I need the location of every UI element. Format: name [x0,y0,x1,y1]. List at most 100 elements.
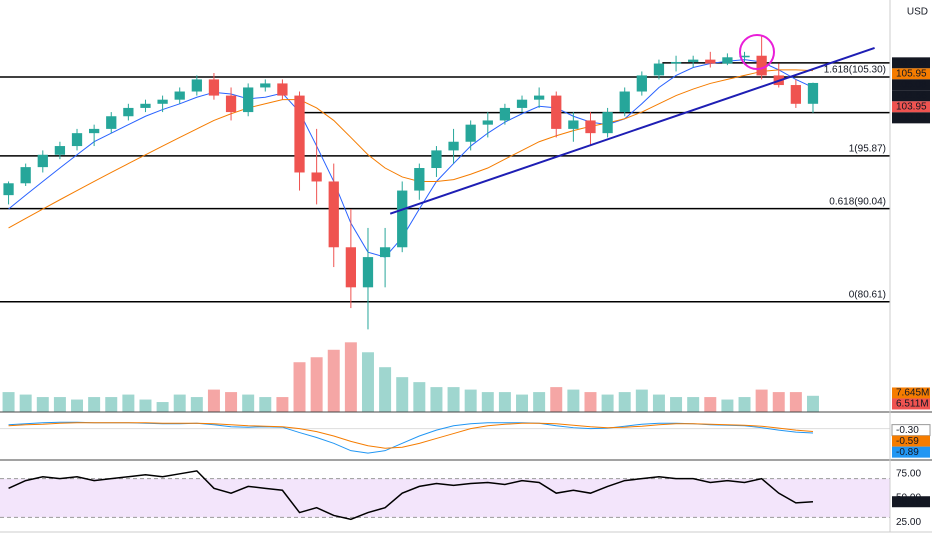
candle-body [174,91,185,100]
volume-bar [447,387,460,412]
price-label-box [892,387,930,399]
candle-body [208,79,220,96]
candle-body [123,107,134,117]
candle-body [328,181,339,248]
volume-bar [88,397,101,412]
volume-bar [242,394,255,412]
candle-body [225,95,237,113]
volume-bar [618,392,631,412]
candle-body [294,95,305,173]
candle-body [705,59,716,64]
price-label: 107.09 [896,57,927,68]
volume-bar [361,352,374,412]
moving-average [8,59,814,258]
candle-body [140,103,151,108]
price-label: 46.16 [896,496,921,507]
candle-body [482,120,493,125]
price-label: 103.95 [896,101,927,112]
price-label-box [892,398,930,410]
volume-bar [635,389,648,412]
price-label: 105.95 [896,68,927,79]
volume-bar [704,397,717,412]
candle-body [362,257,374,288]
candle-body [602,112,613,134]
volume-bar [105,397,118,412]
price-label-box [892,101,930,113]
volume-bar [327,349,340,412]
price-label: -0.30 [896,425,919,436]
candle-body [585,120,596,134]
volume-bar [652,394,665,412]
candle-body [722,57,733,64]
volume-bar [122,394,135,412]
candle-body [670,61,682,64]
macd-line [8,422,814,449]
candle-body [37,154,48,168]
volume-bar [550,387,563,412]
volume-bar [173,394,186,412]
volume-bar [806,395,819,412]
volume-bar [156,402,169,412]
candle-body [653,63,665,76]
candle-body [499,107,511,121]
rsi-line [8,470,814,521]
volume-bar [533,392,546,412]
price-label-box [892,57,930,69]
price-label-box [892,79,930,91]
candle-body [688,59,699,62]
candle-body [807,82,819,104]
candle-body [379,247,391,258]
candle-body [756,55,767,76]
volume-bar [190,397,203,412]
price-label: 104.56 [896,90,927,101]
volume-bar [567,389,580,412]
candle-body [71,133,83,147]
candle-body [619,91,630,113]
candle-body [534,95,545,100]
volume-bar [71,399,84,412]
candle-body [448,141,459,151]
y-tick-label: 75.00 [896,468,921,479]
candle-body [465,124,476,142]
candle-body [414,168,425,191]
volume-bar [2,392,15,412]
price-label: 6.511M [896,399,929,410]
volume-bar [481,392,494,412]
price-label-box [892,90,930,102]
candle-body [54,146,66,155]
volume-bar [430,387,443,412]
price-label: 105.08 [896,79,927,90]
volume-bar [276,397,289,412]
candle-body [89,128,100,134]
candle-body [260,83,271,88]
volume-bar [772,392,785,412]
level-label: 1.618(105.30) [824,65,886,76]
volume-bar [584,392,597,412]
price-label-box [892,496,930,508]
volume-bar [379,367,392,412]
volume-bar [310,357,323,412]
moving-average [8,69,814,229]
price-label: 7.645M [896,388,929,399]
candle-body [20,167,31,184]
candle-body [277,83,288,96]
level-label: 0(80.61) [849,289,886,300]
candle-body [516,99,528,108]
candle-body [431,150,442,169]
candle-body [739,55,750,58]
volume-bar [516,394,529,412]
price-label-box [892,446,930,458]
volume-bar [789,392,802,412]
volume-bar [670,397,683,412]
volume-bar [687,397,700,412]
candle-body [157,99,168,104]
volume-bar [225,392,238,412]
candle-body [397,190,408,248]
currency: USD [907,7,928,18]
volume-bar [755,389,768,412]
volume-bar [19,394,32,412]
candle-body [3,183,14,196]
volume-bar [259,397,272,412]
